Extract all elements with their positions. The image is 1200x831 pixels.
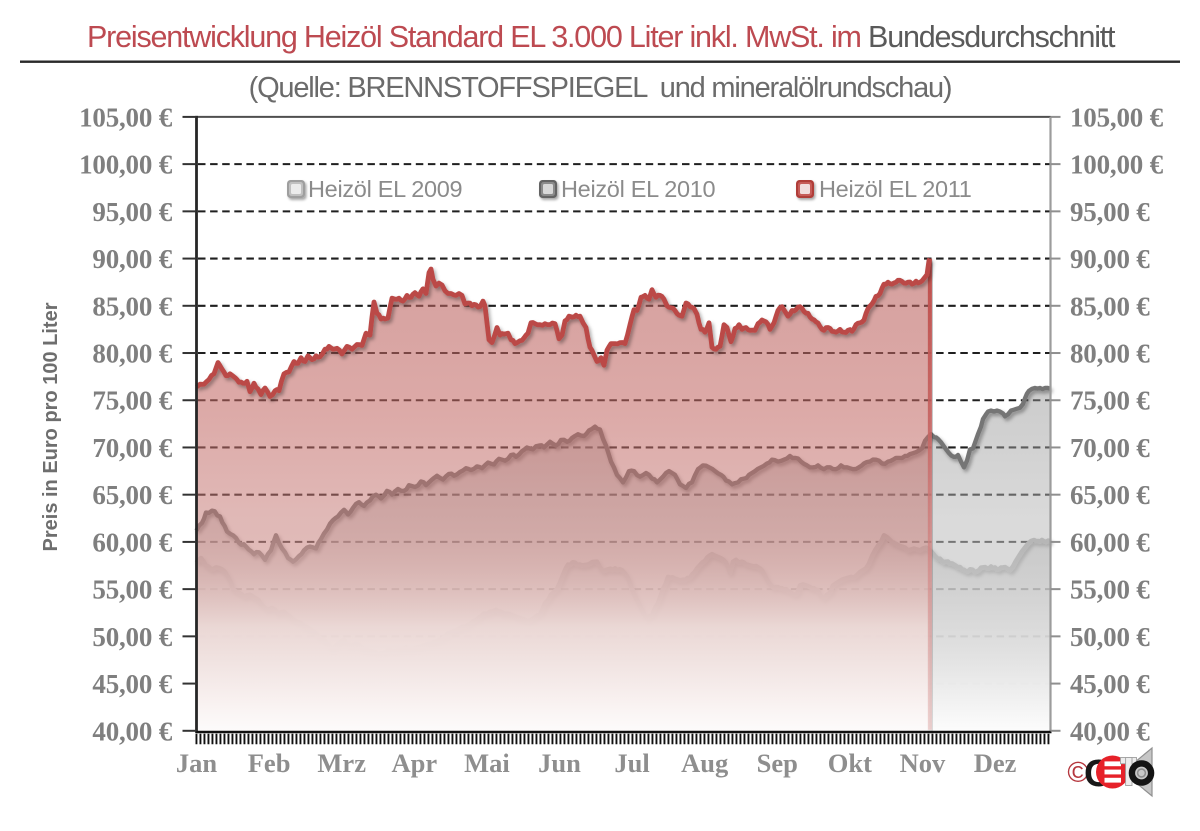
svg-text:60,00 €: 60,00 € [1070,527,1150,557]
svg-text:70,00 €: 70,00 € [92,433,172,463]
svg-text:Apr: Apr [391,748,437,778]
svg-text:100,00 €: 100,00 € [79,150,173,180]
svg-text:Heizöl EL 2011: Heizöl EL 2011 [819,176,972,202]
svg-text:Jul: Jul [614,748,649,778]
svg-text:65,00 €: 65,00 € [92,480,172,510]
svg-text:Jan: Jan [176,748,218,778]
svg-text:50,00 €: 50,00 € [92,622,172,652]
svg-text:Mai: Mai [464,748,510,778]
svg-text:80,00 €: 80,00 € [1070,339,1150,369]
svg-text:85,00 €: 85,00 € [92,291,172,321]
svg-text:40,00 €: 40,00 € [92,716,172,746]
svg-text:50,00 €: 50,00 € [1070,622,1150,652]
svg-text:Okt: Okt [828,748,872,778]
svg-text:90,00 €: 90,00 € [1070,244,1150,274]
svg-text:45,00 €: 45,00 € [1070,669,1150,699]
svg-text:105,00 €: 105,00 € [79,102,173,132]
svg-text:Jun: Jun [538,748,581,778]
svg-text:105,00 €: 105,00 € [1070,102,1164,132]
svg-text:©: © [1067,757,1088,789]
svg-text:Nov: Nov [900,748,946,778]
svg-text:Dez: Dez [974,748,1017,778]
svg-text:Preisentwicklung Heizöl Standa: Preisentwicklung Heizöl Standard EL 3.00… [87,20,1116,54]
svg-text:65,00 €: 65,00 € [1070,480,1150,510]
svg-text:45,00 €: 45,00 € [92,669,172,699]
svg-text:40,00 €: 40,00 € [1070,716,1150,746]
svg-text:Mrz: Mrz [317,748,366,778]
svg-text:Aug: Aug [681,748,728,778]
svg-text:90,00 €: 90,00 € [92,244,172,274]
svg-text:95,00 €: 95,00 € [92,197,172,227]
svg-text:Sep: Sep [757,748,798,778]
svg-text:85,00 €: 85,00 € [1070,291,1150,321]
svg-text:Heizöl EL 2010: Heizöl EL 2010 [561,176,716,202]
svg-text:70,00 €: 70,00 € [1070,433,1150,463]
svg-text:Heizöl EL 2009: Heizöl EL 2009 [308,176,462,202]
svg-text:55,00 €: 55,00 € [1070,575,1150,605]
svg-text:95,00 €: 95,00 € [1070,197,1150,227]
svg-text:60,00 €: 60,00 € [92,527,172,557]
svg-text:(Quelle: BRENNSTOFFSPIEGEL un: (Quelle: BRENNSTOFFSPIEGEL und mineralöl… [249,72,952,104]
svg-text:Preis in Euro pro 100 Liter: Preis in Euro pro 100 Liter [40,302,62,551]
svg-text:100,00 €: 100,00 € [1070,150,1164,180]
svg-text:80,00 €: 80,00 € [92,339,172,369]
svg-text:55,00 €: 55,00 € [92,575,172,605]
svg-text:75,00 €: 75,00 € [1070,386,1150,416]
svg-text:Feb: Feb [248,748,291,778]
svg-text:75,00 €: 75,00 € [92,386,172,416]
